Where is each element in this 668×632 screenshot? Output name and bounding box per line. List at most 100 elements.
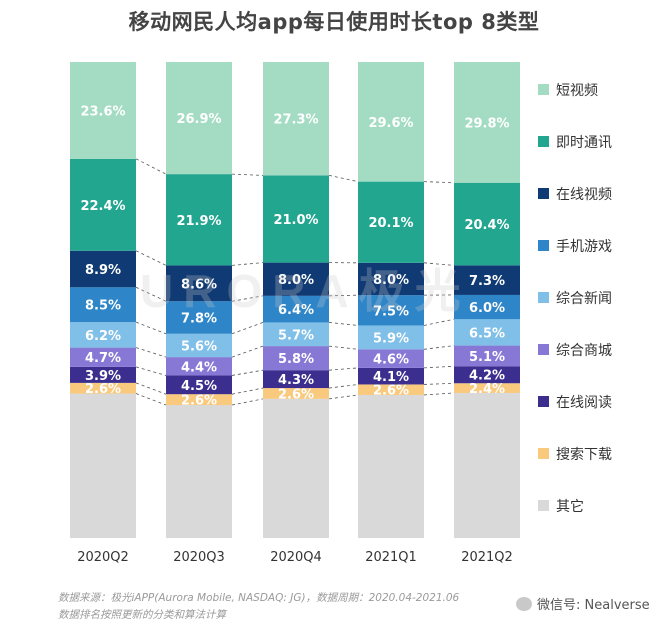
bar-segment [454,345,520,367]
data-label: 22.4% [80,199,125,214]
connector-line [328,345,359,350]
data-label: 8.9% [85,263,121,278]
connector-line [423,262,455,266]
data-label: 4.5% [181,379,217,394]
legend-swatch [538,344,549,355]
connector-line [423,318,455,326]
connector-line [328,367,359,371]
bar-segment [70,158,136,251]
data-label: 27.3% [273,113,318,128]
connector-line [135,286,167,302]
bar-segment [70,287,136,323]
bar-segment [263,62,329,176]
x-tick-label: 2020Q3 [173,550,225,565]
connector-line [231,387,264,395]
data-label: 8.6% [181,277,217,292]
bar-segment [70,250,136,288]
data-label: 7.3% [469,274,505,289]
bar-segment [358,62,424,182]
bar-segment [454,265,520,295]
connector-line [135,347,167,358]
connector-line [423,345,455,350]
legend-label: 在线阅读 [556,395,612,411]
bar-segment [263,175,329,263]
data-label: 29.6% [368,116,413,131]
connector-line [328,294,359,297]
data-label: 8.0% [373,273,409,288]
bar-segment [263,370,329,389]
data-label: 4.2% [469,369,505,384]
bar-segment [263,262,329,296]
bar-segment [263,398,329,538]
data-label: 29.8% [464,116,509,131]
bar-segment [358,181,424,263]
value-labels: 2.6%3.9%4.7%6.2%8.5%8.9%22.4%23.6%2020Q2… [77,104,513,565]
bars [70,62,520,538]
data-label: 7.5% [373,304,409,319]
footnote-source: 数据来源：极光iAPP(Aurora Mobile, NASDAQ: JG)，数… [58,592,460,604]
connector-line [328,384,359,389]
legend-label: 在线视频 [556,187,612,203]
legend-swatch [538,448,549,459]
connector-line [423,392,455,396]
data-label: 6.5% [469,326,505,341]
legend-label: 搜索下载 [556,447,612,463]
connector-line [135,366,167,376]
legend-swatch [538,292,549,303]
legend-label: 综合商城 [556,343,612,359]
legend-label: 手机游戏 [556,239,612,255]
legend-swatch [538,188,549,199]
legend-label: 其它 [556,499,584,515]
bar-segment [358,394,424,538]
bar-segment [454,294,520,320]
wechat-credit: 微信号: Nealverse [516,594,650,613]
footnote-method: 数据排名按照更新的分类和算法计算 [58,609,226,621]
bar-segment [358,262,424,296]
connector-line [231,369,264,376]
data-label: 26.9% [176,112,221,127]
legend-swatch [538,84,549,95]
bar-segment [263,346,329,371]
bar-segment [70,322,136,348]
connector-line [231,262,264,266]
bar-segment [358,384,424,395]
x-tick-label: 2020Q4 [270,550,322,565]
data-label: 2.4% [469,382,505,397]
data-label: 2.6% [85,382,121,397]
bar-segment [454,182,520,266]
data-label: 21.0% [273,213,318,228]
data-label: 23.6% [80,104,125,119]
bar-segment [70,382,136,394]
data-label: 5.6% [181,339,217,354]
bar-segment [166,357,232,376]
bar-segment [166,174,232,266]
x-tick-label: 2020Q2 [77,550,129,565]
data-label: 21.9% [176,214,221,229]
data-label: 4.3% [278,373,314,388]
connector-line [423,365,455,369]
bar-segment [166,301,232,334]
bar-segment [166,333,232,358]
connector-line [231,322,264,335]
bar-segment [454,366,520,384]
data-label: 4.4% [181,360,217,375]
legend-swatch [538,396,549,407]
data-label: 6.0% [469,301,505,316]
legend-swatch [538,240,549,251]
bar-segment [166,375,232,395]
bar-segment [263,388,329,399]
bar-segment [70,366,136,383]
bar-segment [454,392,520,538]
bar-segment [70,347,136,367]
connector-line [231,173,264,176]
bar-segment [358,325,424,350]
bar-segment [70,393,136,538]
connector-line [135,158,167,175]
data-label: 4.7% [85,351,121,366]
data-label: 8.5% [85,299,121,314]
data-label: 20.1% [368,216,413,231]
connector-line [135,393,167,406]
data-label: 5.7% [278,328,314,343]
legend-label: 短视频 [556,83,598,99]
